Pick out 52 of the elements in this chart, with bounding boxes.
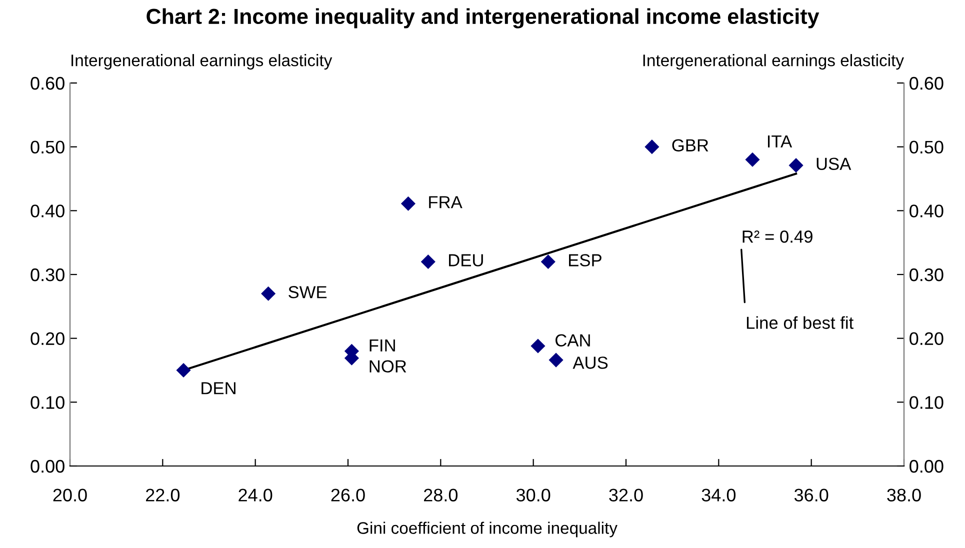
y-tick-label: 0.20	[30, 332, 64, 346]
annotation: CAN	[556, 334, 590, 346]
annotation: ITA	[768, 135, 792, 148]
x-tick-label: 28.0	[424, 488, 458, 502]
annotation: DEN	[202, 382, 236, 394]
y-tick-label: 0.60	[30, 76, 64, 90]
y2-tick-label: 0.10	[910, 396, 944, 409]
annotation: GBR	[672, 139, 708, 152]
x-tick-label: 20.0	[53, 488, 87, 502]
point	[540, 254, 556, 270]
annotation: Line of best fit	[746, 316, 854, 329]
annotation: ESP	[569, 254, 602, 266]
annotation: R² = 0.49	[742, 230, 812, 243]
y2-tick-label: 0.50	[910, 140, 944, 154]
point	[400, 196, 416, 211]
x-tick-label: 26.0	[331, 488, 365, 502]
chart-title: Chart 2: Income inequality and intergenerational income elasticity	[146, 8, 820, 28]
point	[530, 338, 546, 354]
x-tick-label: 32.0	[609, 488, 643, 502]
point	[176, 362, 191, 378]
y2-tick-label: 0.20	[910, 332, 944, 346]
y2-axis-title: Intergenerational earnings elasticity	[643, 54, 904, 70]
y-tick-label: 0.30	[30, 268, 64, 282]
point	[788, 158, 804, 173]
x-tick-label: 36.0	[794, 488, 828, 502]
point	[261, 286, 276, 301]
annotation: AUS	[572, 356, 608, 369]
y2-tick-label: 0.60	[910, 76, 944, 90]
y2-tick-label: 0.00	[910, 460, 944, 473]
x-tick-label: 22.0	[146, 488, 180, 502]
y-axis-title: Intergenerational earnings elasticity	[72, 54, 332, 70]
y-tick-label: 0.10	[30, 396, 64, 409]
y-tick-label: 0.40	[30, 204, 64, 218]
annotation: NOR	[370, 360, 406, 373]
y-tick-label: 0.50	[30, 140, 64, 154]
x-tick-label: 24.0	[238, 488, 272, 502]
annotation: SWE	[288, 286, 327, 298]
annotation: FIN	[370, 339, 395, 352]
point	[644, 140, 660, 154]
x-tick-label: 30.0	[516, 488, 550, 502]
y2-tick-label: 0.40	[910, 204, 944, 218]
x-tick-label: 38.0	[887, 488, 921, 502]
annotation: USA	[816, 158, 852, 170]
x-tick-label: 34.0	[702, 488, 736, 502]
point	[548, 352, 564, 368]
annotation: DEU	[449, 254, 483, 266]
y2-tick-label: 0.30	[910, 268, 944, 282]
annotation: FRA	[429, 196, 462, 208]
x-axis-title: Gini coefficient of income inequality	[357, 522, 618, 538]
point	[745, 152, 760, 167]
point	[420, 254, 436, 270]
y-tick-label: 0.00	[30, 460, 64, 473]
